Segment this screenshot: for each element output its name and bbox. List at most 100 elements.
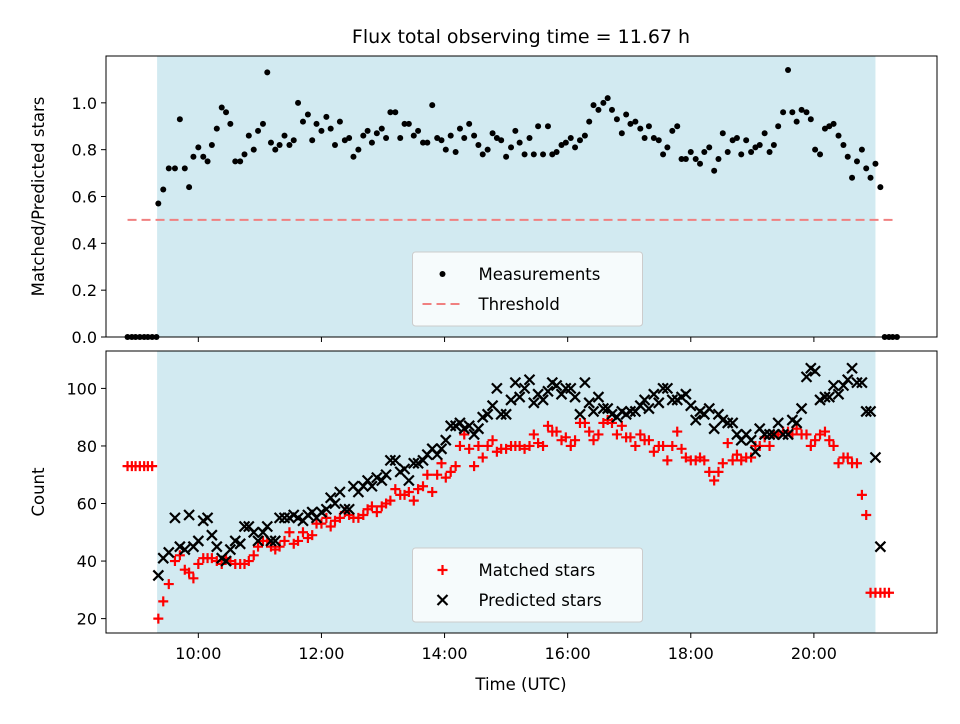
top-series-0-point (373, 130, 380, 137)
top-series-0-point (687, 149, 694, 156)
top-series-0-point (475, 141, 482, 148)
bottom-series-0-point (861, 510, 872, 521)
top-series-0-point (498, 137, 505, 144)
top-series-0-point (655, 137, 662, 144)
top-y-axis-label: Matched/Predicted stars (29, 97, 48, 297)
bottom-series-0-point (551, 426, 562, 437)
top-series-0-point (397, 134, 404, 141)
bottom-series-1-point (201, 512, 214, 524)
bottom-series-0-point (828, 440, 839, 451)
bottom-series-1-point (587, 405, 600, 418)
bottom-series-0-point (243, 556, 254, 567)
bottom-series-0-point (754, 440, 765, 451)
top-series-0-point (789, 109, 796, 116)
top-series-0-point (650, 134, 657, 141)
bottom-series-0-point (297, 527, 308, 538)
bottom-series-0-point (153, 613, 164, 624)
top-series-0-point (623, 111, 630, 118)
top-series-0-point (581, 132, 588, 139)
bottom-series-1-point (463, 420, 475, 432)
bottom-series-1-point (472, 422, 485, 435)
bottom-series-0-point (459, 429, 470, 440)
top-series-0-point (743, 137, 750, 144)
top-series-0-point (405, 120, 412, 127)
bottom-series-1-point (592, 391, 605, 403)
top-series-0-point (165, 165, 172, 172)
bottom-series-1-point (238, 520, 251, 533)
top-legend-swatch (439, 271, 446, 277)
top-series-0-point (331, 141, 338, 148)
top-series-0-point (281, 132, 288, 139)
top-series-0-point (255, 127, 262, 134)
top-series-0-point (171, 165, 178, 172)
bottom-series-0-point (584, 426, 595, 437)
bottom-series-1-point (339, 503, 351, 516)
bottom-series-1-point (261, 520, 274, 533)
bottom-series-1-point (486, 399, 499, 412)
top-series-0-point (798, 106, 805, 113)
top-series-0-point (812, 146, 819, 153)
bottom-series-0-point (464, 443, 475, 454)
bottom-series-0-point (163, 579, 174, 590)
bottom-series-1-point (768, 428, 780, 441)
top-series-0-point (160, 186, 167, 193)
bottom-y-tick-label: 100 (66, 379, 97, 398)
top-series-0-point (595, 106, 602, 113)
bottom-series-0-point (487, 435, 498, 446)
top-series-0-point (218, 104, 225, 111)
top-series-0-point (429, 102, 436, 109)
bottom-series-1-point (638, 394, 651, 406)
bottom-series-0-point (366, 501, 377, 512)
bottom-series-0-point (851, 458, 862, 469)
bottom-series-1-point (856, 376, 868, 389)
top-series-0-point (849, 174, 856, 181)
top-series-0-point (489, 130, 496, 137)
top-series-0-point (604, 95, 611, 102)
bottom-series-1-point (252, 535, 264, 547)
bottom-series-1-point (685, 399, 697, 412)
bottom-series-0-point (253, 541, 264, 552)
bottom-series-1-point (220, 555, 232, 567)
bottom-series-0-point (385, 495, 396, 506)
bottom-series-0-point (454, 440, 465, 451)
x-tick-label: 10:00 (175, 644, 221, 663)
bottom-axes-frame (105, 350, 938, 634)
bottom-series-0-point (676, 443, 687, 454)
bottom-series-1-point (440, 434, 452, 446)
top-series-0-point (600, 99, 607, 106)
top-series-0-point (738, 151, 745, 158)
bottom-series-1-point (574, 408, 586, 421)
bottom-series-1-point (224, 543, 237, 556)
top-series-0-point (540, 151, 547, 158)
bottom-series-0-point (440, 472, 451, 483)
top-series-0-point (272, 146, 279, 153)
bottom-series-1-point (583, 397, 595, 409)
top-series-0-point (304, 111, 311, 118)
bottom-series-0-point (482, 440, 493, 451)
top-series-0-point (350, 153, 357, 160)
top-series-0-point (237, 158, 244, 165)
top-series-0-point (387, 109, 394, 116)
bottom-series-1-point (343, 503, 355, 516)
bottom-series-1-point (398, 463, 411, 475)
bottom-series-1-point (749, 445, 762, 458)
bottom-series-1-point (846, 362, 858, 375)
top-series-0-point (697, 160, 704, 167)
top-series-0-point (327, 125, 334, 132)
top-series-0-point (190, 153, 197, 160)
top-series-0-point (715, 156, 722, 163)
bottom-series-1-point (528, 397, 540, 409)
top-series-0-point (424, 139, 431, 146)
bottom-series-0-point (722, 438, 733, 449)
bottom-series-1-point (518, 382, 531, 395)
top-series-0-point (590, 102, 597, 109)
bottom-series-1-point (745, 434, 757, 446)
bottom-series-1-point (206, 529, 218, 541)
top-legend-label: Measurements (479, 265, 601, 284)
bottom-series-1-point (832, 388, 845, 400)
bottom-series-1-point (491, 382, 503, 395)
bottom-series-1-point (542, 385, 554, 398)
bottom-series-0-point (147, 461, 158, 472)
bottom-series-1-point (666, 394, 679, 406)
top-series-0-point (669, 127, 676, 134)
